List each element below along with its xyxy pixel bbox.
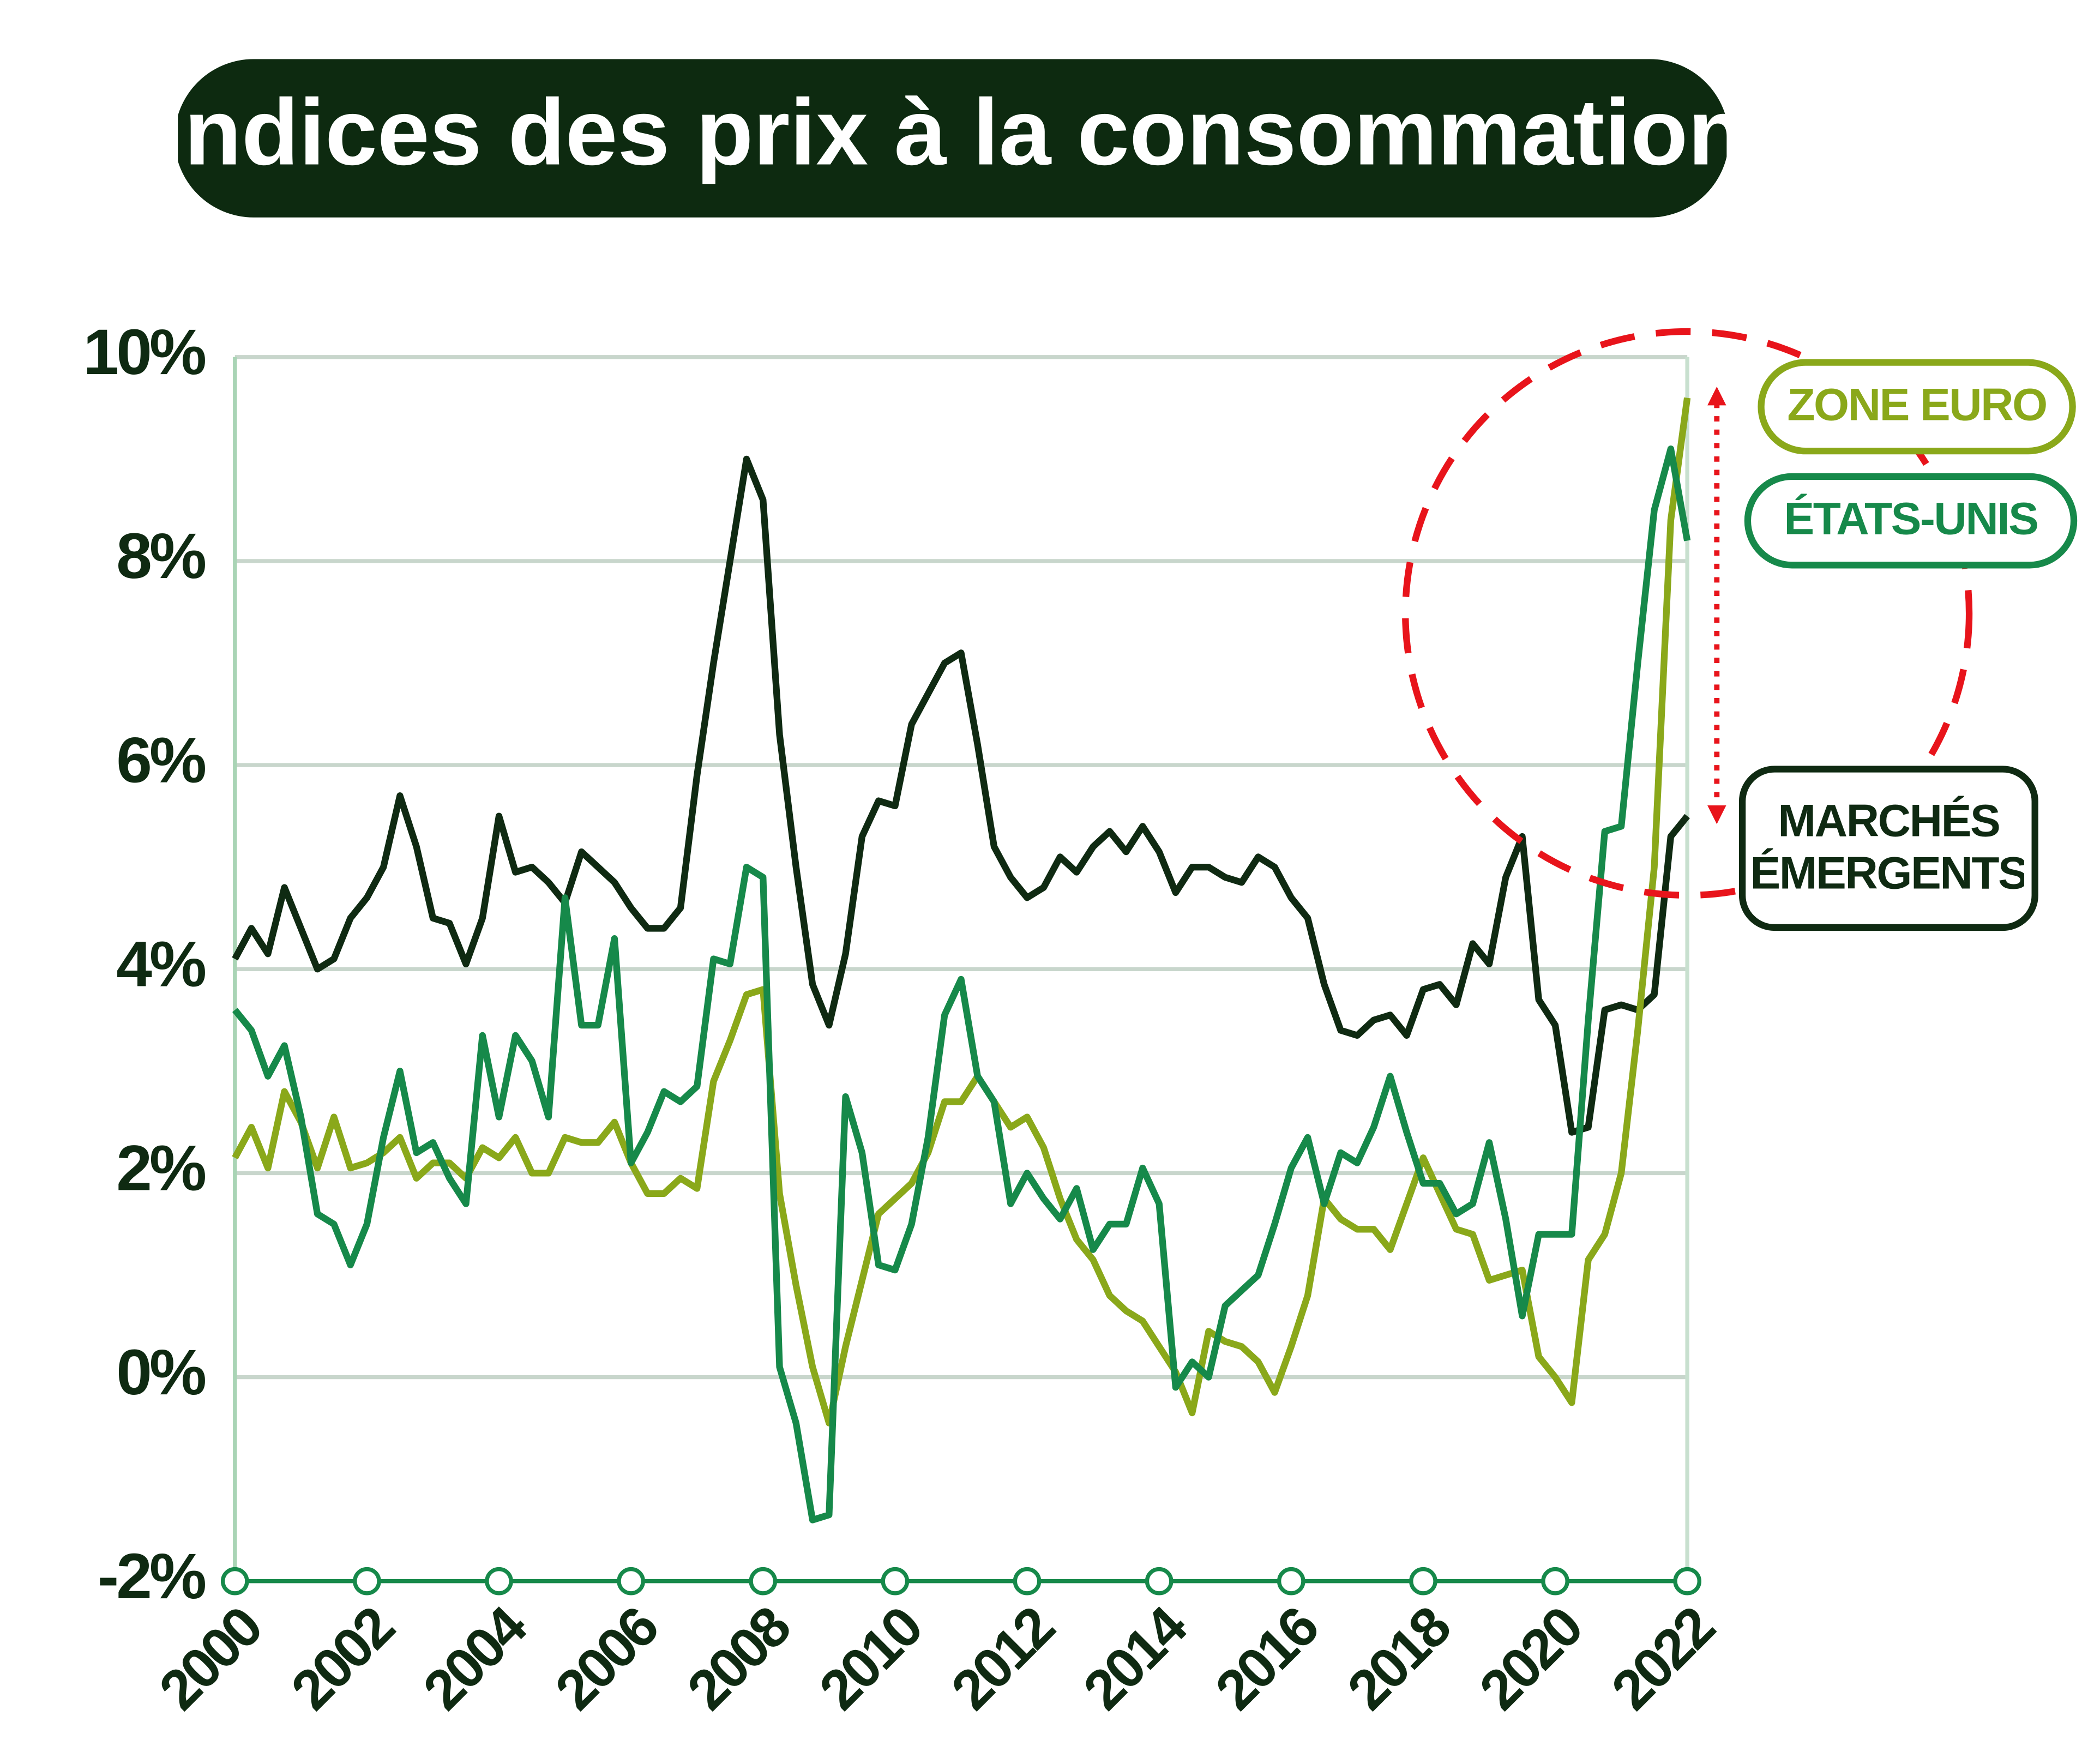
x-tick-mark [220, 1567, 249, 1596]
series-line [232, 445, 1691, 1524]
y-tick-label: -2% [98, 1540, 205, 1612]
x-tick-label: 2002 [279, 1595, 406, 1721]
legend: ZONE EURO ÉTATS-UNIS MARCHÉS ÉMERGENTS [1738, 359, 2078, 931]
highlight-circle [1402, 328, 1973, 899]
series-line [232, 455, 1690, 1136]
axes: -2% 0% 2% 4% 6% 8% 10% 2000 2002 2004 2006 2008 2010… [83, 316, 1725, 1721]
legend-box [1758, 359, 2076, 455]
x-tick-mark [881, 1567, 910, 1596]
x-tick-label: 2010 [807, 1595, 934, 1721]
x-tick-mark [1277, 1567, 1305, 1596]
y-tick-label: 2% [116, 1133, 205, 1205]
grid [233, 355, 1689, 1584]
x-tick-label: 2020 [1467, 1595, 1594, 1721]
x-tick-mark [749, 1567, 778, 1596]
chart-title: Indices des prix à la consommation [158, 80, 1746, 185]
y-tick-label: 0% [116, 1336, 205, 1408]
x-tick-mark [353, 1567, 381, 1596]
title-box [174, 59, 1729, 218]
x-tick-label: 2016 [1203, 1595, 1329, 1721]
legend-label-box: ZONE EURO [1787, 380, 2048, 432]
y-tick-label: 8% [116, 520, 205, 592]
x-tick-mark [1673, 1567, 1701, 1596]
x-tick-label: 2022 [1599, 1595, 1726, 1721]
x-tick-mark [617, 1567, 645, 1596]
x-tick-label: 2000 [147, 1595, 273, 1721]
x-tick-mark [485, 1567, 513, 1596]
legend-label-box: ÉTATS-UNIS [1784, 494, 2039, 546]
y-tick-label: 10% [83, 316, 205, 388]
x-tick-mark [1541, 1567, 1569, 1596]
x-tick-label: 2018 [1335, 1595, 1462, 1721]
legend-label-box: MARCHÉS ÉMERGENTS [1753, 796, 2024, 900]
lines [232, 397, 1691, 1524]
y-tick-label: 4% [116, 928, 205, 1000]
x-tick-label: 2006 [543, 1595, 670, 1721]
x-tick-mark [1013, 1567, 1042, 1596]
x-tick-mark [1409, 1567, 1437, 1596]
x-tick-label: 2008 [675, 1595, 802, 1721]
series-line [232, 397, 1691, 1426]
y-tick-label: 6% [116, 724, 205, 796]
legend-label: MARCHÉS ÉMERGENTS [1753, 796, 2024, 900]
legend-label: ÉTATS-UNIS [1784, 494, 2039, 546]
legend-box [1738, 766, 2038, 931]
x-tick-label: 2004 [411, 1594, 539, 1721]
x-tick-label: 2012 [939, 1595, 1066, 1721]
legend-box [1744, 473, 2078, 569]
legend-label: ZONE EURO [1787, 380, 2048, 432]
x-tick-label: 2014 [1071, 1594, 1199, 1721]
x-tick-mark [1145, 1567, 1174, 1596]
